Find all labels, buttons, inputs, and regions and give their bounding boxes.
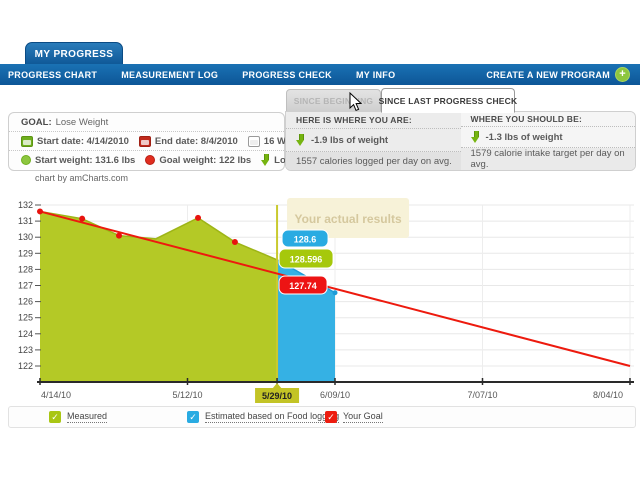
end-date-label: End date: 8/4/2010	[154, 135, 238, 147]
measured-dot	[231, 239, 238, 246]
where-you-are-weight: -1.9 lbs of weight	[286, 129, 461, 152]
chart-tooltip-text: Your actual results	[294, 212, 401, 226]
y-tick-label: 125	[18, 313, 33, 323]
y-tick-label: 127	[18, 281, 33, 291]
nav-item-measurement-log[interactable]: MEASUREMENT LOG	[121, 69, 219, 80]
value-balloon-label: 128.596	[290, 255, 323, 265]
chart-area-measured	[40, 211, 278, 382]
measured-dot	[195, 214, 202, 221]
goal-row: GOAL: Lose Weight	[9, 113, 284, 132]
start-date-label: Start date: 4/14/2010	[37, 135, 129, 147]
y-tick-label: 131	[18, 216, 33, 226]
chart-legend: ✓ Measured ✓ Estimated based on Food log…	[8, 406, 636, 428]
down-arrow-icon	[296, 134, 305, 146]
down-arrow-icon	[470, 131, 480, 144]
goal-weight-label: Goal weight: 122 lbs	[159, 154, 252, 166]
y-tick-label: 128	[18, 264, 33, 274]
where-you-are-calories: 1557 calories logged per day on avg.	[286, 152, 461, 170]
calendar-white-icon	[247, 135, 260, 147]
y-tick-label: 130	[18, 232, 33, 242]
x-tick-label: 8/04/10	[593, 390, 623, 400]
y-tick-label: 129	[18, 248, 33, 258]
start-date: Start date: 4/14/2010	[21, 135, 129, 147]
start-weight: Start weight: 131.6 lbs	[21, 155, 135, 166]
y-tick-label: 132	[18, 200, 33, 210]
checkbox-measured-icon[interactable]: ✓	[49, 411, 61, 423]
y-tick-label: 123	[18, 345, 33, 355]
measured-dot	[37, 208, 43, 215]
green-dot-icon	[21, 155, 31, 165]
weight-change-label: -1.9 lbs of weight	[311, 134, 389, 146]
main-navbar: PROGRESS CHART MEASUREMENT LOG PROGRESS …	[0, 64, 640, 85]
down-arrow-icon	[261, 154, 270, 166]
status-col-where-you-are: HERE IS WHERE YOU ARE: -1.9 lbs of weigh…	[286, 112, 461, 170]
y-tick-label: 122	[18, 361, 33, 371]
legend-label[interactable]: Estimated based on Food logging	[205, 411, 340, 423]
value-balloon	[278, 248, 334, 269]
x-tick-label: 4/14/10	[41, 390, 71, 400]
tab-since-last-progress-check[interactable]: SINCE LAST PROGRESS CHECK	[379, 88, 517, 113]
weights-row: Start weight: 131.6 lbs Goal weight: 122…	[9, 151, 329, 169]
plus-icon: +	[615, 67, 630, 82]
nav-item-my-info[interactable]: MY INFO	[355, 69, 396, 80]
create-new-program-label: CREATE A NEW PROGRAM	[486, 69, 610, 80]
create-new-program-button[interactable]: CREATE A NEW PROGRAM +	[486, 67, 640, 82]
measured-dot	[79, 215, 86, 222]
tab-my-progress[interactable]: MY PROGRESS	[25, 42, 123, 65]
chart-goal-line	[39, 210, 631, 367]
x-tick-label: 7/07/10	[467, 390, 497, 400]
nav-item-progress-check[interactable]: PROGRESS CHECK	[242, 69, 332, 80]
value-balloon	[281, 229, 329, 248]
value-balloon	[278, 275, 328, 295]
chart-credit: chart by amCharts.com	[35, 173, 129, 183]
legend-item-estimated[interactable]: ✓ Estimated based on Food logging	[187, 411, 340, 423]
estimate-end-marker	[332, 290, 338, 296]
nav-items: PROGRESS CHART MEASUREMENT LOG PROGRESS …	[0, 70, 395, 80]
tab-since-beginning[interactable]: SINCE BEGINNING	[286, 89, 381, 112]
where-you-should-be-calories: 1579 calorie intake target per day on av…	[460, 148, 635, 170]
x-tick-label: 5/12/10	[172, 390, 202, 400]
measured-dot	[116, 232, 123, 239]
goal-value: Lose Weight	[55, 116, 109, 128]
legend-item-measured[interactable]: ✓ Measured	[49, 411, 108, 423]
weight-target-label: -1.3 lbs of weight	[485, 131, 563, 143]
progress-chart: Your actual results 128.6 128.596 127.74 132…	[0, 192, 640, 407]
start-weight-label: Start weight: 131.6 lbs	[35, 154, 136, 166]
value-balloon-label: 128.6	[294, 235, 317, 245]
dates-row: Start date: 4/14/2010 End date: 8/4/2010…	[9, 132, 307, 151]
where-you-should-be-header: WHERE YOU SHOULD BE:	[460, 112, 635, 128]
legend-item-your-goal[interactable]: ✓ Your Goal	[325, 411, 383, 423]
legend-label[interactable]: Measured	[67, 411, 108, 423]
legend-label[interactable]: Your Goal	[343, 411, 383, 423]
goal-label: GOAL:	[21, 116, 52, 128]
cursor-balloon-label: 5/29/10	[262, 391, 292, 401]
x-tick-label: 6/09/10	[320, 390, 350, 400]
y-tick-label: 124	[18, 329, 33, 339]
value-balloon-label: 127.74	[289, 281, 317, 291]
cursor-balloon-pointer	[272, 383, 283, 389]
end-date: End date: 8/4/2010	[138, 135, 238, 147]
status-col-where-you-should-be: WHERE YOU SHOULD BE: -1.3 lbs of weight …	[460, 112, 635, 170]
nav-item-progress-chart[interactable]: PROGRESS CHART	[8, 69, 98, 80]
goal-weight: Goal weight: 122 lbs	[145, 155, 251, 166]
checkbox-your-goal-icon[interactable]: ✓	[325, 411, 337, 423]
calendar-red-icon	[138, 135, 151, 147]
red-dot-icon	[145, 155, 156, 165]
chart-tooltip	[287, 198, 410, 238]
goal-panel: GOAL: Lose Weight Start date: 4/14/2010 …	[8, 112, 329, 171]
where-you-should-be-weight: -1.3 lbs of weight	[460, 127, 635, 148]
checkbox-estimated-icon[interactable]: ✓	[187, 411, 199, 423]
where-you-are-header: HERE IS WHERE YOU ARE:	[286, 112, 461, 129]
y-tick-label: 126	[18, 297, 33, 307]
calendar-green-icon	[21, 135, 33, 147]
cursor-balloon	[255, 388, 300, 403]
status-panel: HERE IS WHERE YOU ARE: -1.9 lbs of weigh…	[285, 111, 636, 171]
chart-svg: Your actual results 128.6 128.596 127.74 132…	[18, 198, 634, 403]
